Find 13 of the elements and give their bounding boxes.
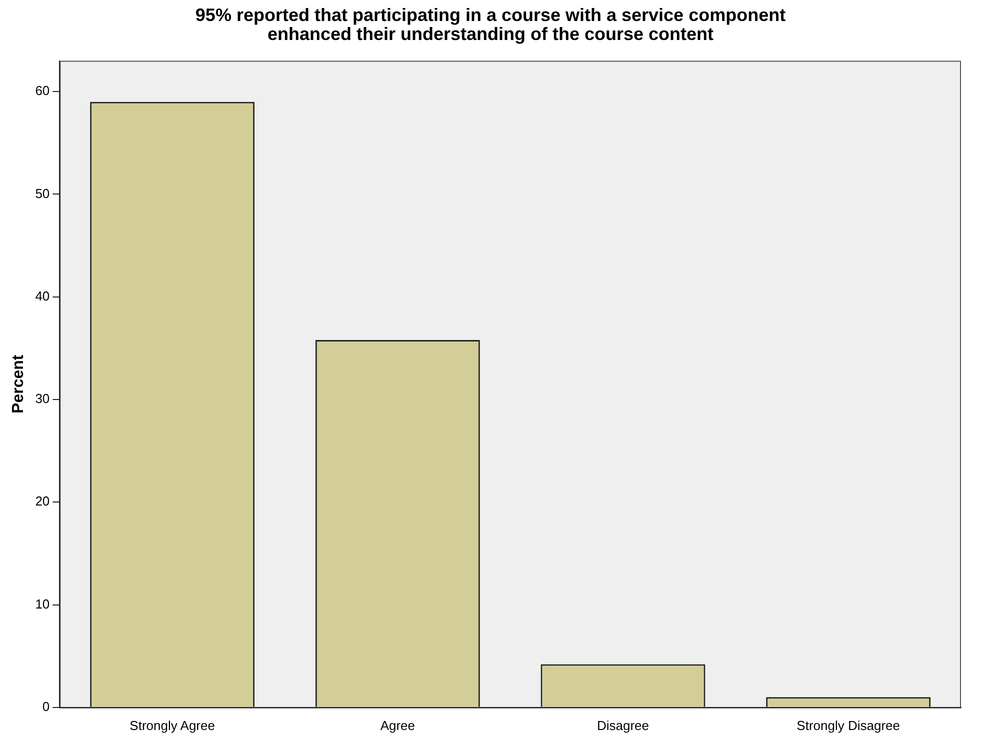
- y-tick-label: 20: [35, 494, 50, 509]
- y-tick-label: 40: [35, 288, 50, 304]
- y-tick-label: 0: [42, 698, 50, 714]
- y-axis-title: Percent: [10, 354, 28, 414]
- x-tick-label: Strongly Agree: [130, 718, 215, 733]
- x-tick-label: Agree: [380, 718, 416, 733]
- x-tick-label: Disagree: [596, 718, 650, 733]
- chart-title: 95% reported that participating in a course with a service component enhanced their understanding of the course content: [194, 5, 787, 44]
- y-tick-label: 10: [35, 596, 50, 612]
- y-tick-label: 60: [35, 83, 50, 98]
- x-tick-label: Strongly Disagree: [796, 718, 900, 733]
- y-tick-label: 30: [35, 391, 50, 406]
- y-tick-label: 50: [35, 186, 50, 201]
